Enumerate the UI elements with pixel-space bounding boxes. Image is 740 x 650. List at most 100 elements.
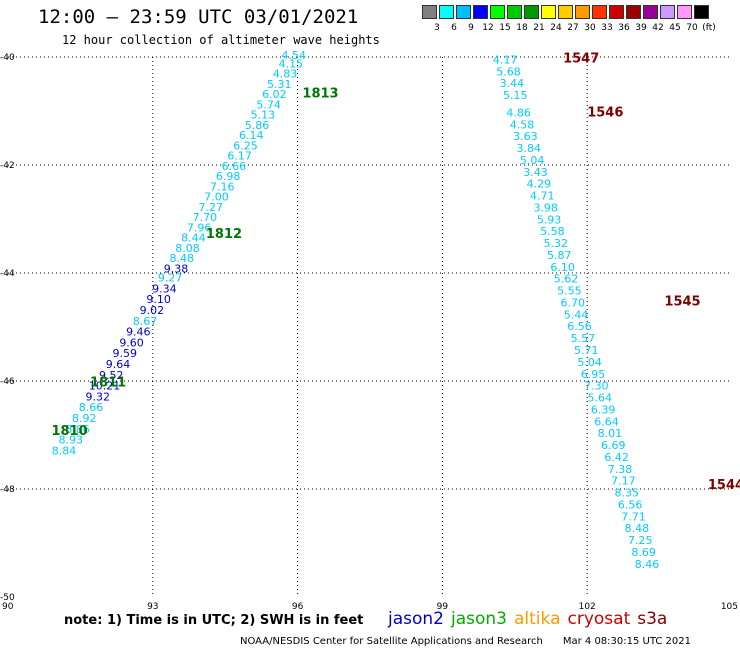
- wave-height-value: 4.83: [273, 68, 298, 81]
- wave-height-value: 5.86: [245, 119, 270, 132]
- wave-height-value: 8.44: [181, 232, 206, 245]
- wave-height-value: 7.38: [608, 463, 633, 476]
- wave-height-value: 8.93: [58, 434, 83, 447]
- color-swatch: [473, 5, 488, 19]
- color-swatch: [643, 5, 658, 19]
- legend-cryosat: cryosat: [567, 609, 631, 629]
- wave-height-value: 5.57: [571, 332, 596, 345]
- legend-jason2: jason2: [388, 609, 444, 629]
- wave-height-value: 8.01: [598, 427, 623, 440]
- wave-height-value: 3.63: [513, 130, 538, 143]
- color-swatch-label: 42: [652, 23, 664, 33]
- color-swatch: [422, 5, 437, 19]
- wave-height-value: 8.86: [65, 423, 90, 436]
- lon-tick-label: 93: [147, 602, 158, 610]
- wave-height-value: 7.25: [628, 534, 653, 547]
- color-swatch: [507, 5, 522, 19]
- wave-height-value: 5.74: [256, 98, 281, 111]
- pass-number-label: 1547: [563, 51, 599, 66]
- wave-height-value: 9.64: [106, 358, 131, 371]
- lat-tick-label: -50: [0, 593, 15, 603]
- pass-number-label: 1812: [206, 227, 242, 242]
- legend-altika: altika: [514, 609, 561, 629]
- wave-height-value: 4.58: [510, 118, 535, 131]
- lon-tick-label: 102: [579, 602, 596, 610]
- lon-tick-label: 105: [721, 602, 738, 610]
- wave-height-value: 6.42: [604, 451, 629, 464]
- wave-height-value: 4.54: [281, 49, 306, 62]
- wave-height-value: 8.48: [625, 522, 650, 535]
- wave-height-value: 9.27: [158, 272, 183, 285]
- wave-height-value: 6.02: [262, 88, 287, 101]
- wave-height-value: 9.34: [152, 282, 177, 295]
- legend-s3a: s3a: [637, 609, 668, 629]
- wave-height-value: 5.31: [267, 78, 292, 91]
- wave-height-value: 9.60: [119, 336, 144, 349]
- color-swatch: [660, 5, 675, 19]
- color-swatch: [575, 5, 590, 19]
- wave-height-value: 5.13: [251, 109, 276, 122]
- lat-tick-label: -44: [0, 269, 15, 279]
- altimeter-map: 90 93 96 99 102 105 -40 -42 -44 -46 -48 -50 4.544.15…: [0, 49, 740, 610]
- wave-height-value: 7.16: [210, 180, 235, 193]
- wave-height-value: 5.71: [574, 344, 599, 357]
- wave-height-value: 5.04: [577, 356, 602, 369]
- color-swatch: [490, 5, 505, 19]
- pass-number-label: 1811: [90, 375, 126, 390]
- color-swatch-label: 33: [601, 23, 613, 33]
- wave-height-value: 6.69: [601, 439, 626, 452]
- color-swatch: [558, 5, 573, 19]
- wave-height-value: 5.15: [503, 89, 528, 102]
- wave-height-value: 5.04: [520, 154, 545, 167]
- wave-height-value: 8.35: [615, 487, 640, 500]
- wave-height-value: 5.87: [547, 249, 572, 262]
- wave-height-value: 4.29: [527, 178, 552, 191]
- wave-height-value: 9.46: [126, 326, 151, 339]
- wave-height-value: 6.17: [227, 150, 252, 163]
- wave-height-value: 4.86: [506, 106, 531, 119]
- wave-height-value: 5.62: [554, 273, 579, 286]
- color-swatch: [439, 5, 454, 19]
- lat-tick-label: -40: [0, 53, 15, 63]
- lat-tick-label: -42: [0, 161, 15, 171]
- color-swatch: [456, 5, 471, 19]
- note-text: note: 1) Time is in UTC; 2) SWH is in fe…: [64, 613, 364, 628]
- wave-height-value: 5.58: [540, 225, 565, 238]
- lat-tick-label: -46: [0, 377, 15, 387]
- color-scale-unit: (ft): [702, 23, 716, 33]
- wave-height-value: 9.02: [140, 304, 165, 317]
- wave-height-value: 6.10: [550, 261, 575, 274]
- color-swatch: [694, 5, 709, 19]
- color-swatch: [541, 5, 556, 19]
- wave-height-value: 7.30: [584, 380, 609, 393]
- lat-tick-label: -48: [0, 485, 15, 495]
- wave-height-value: 4.15: [279, 57, 304, 70]
- footer-credit: NOAA/NESDIS Center for Satellite Applica…: [240, 636, 543, 647]
- color-swatch: [592, 5, 607, 19]
- wave-height-value: 8.48: [170, 252, 195, 265]
- wave-height-value: 5.93: [537, 213, 562, 226]
- wave-height-value: 6.39: [591, 403, 616, 416]
- pass-number-label: 1546: [587, 105, 623, 120]
- map-title: 12:00 – 23:59 UTC 03/01/2021: [38, 6, 359, 28]
- wave-height-value: 3.44: [500, 77, 525, 90]
- wave-height-value: 9.59: [113, 347, 138, 360]
- color-swatch-label: 30: [584, 23, 596, 33]
- pass-number-label: 1810: [51, 424, 87, 439]
- wave-height-value: 3.98: [533, 201, 558, 214]
- wave-height-value: 8.69: [631, 546, 656, 559]
- lon-tick-label: 99: [437, 602, 449, 610]
- wave-height-value: 7.17: [611, 475, 636, 488]
- mission-legend: jason2 jason3 altika cryosat s3a: [388, 609, 674, 629]
- color-swatch-label: 27: [567, 23, 579, 33]
- color-swatch-label: 6: [451, 23, 457, 33]
- wave-height-value: 6.25: [233, 139, 258, 152]
- wave-height-value: 9.32: [86, 390, 111, 403]
- color-swatch: [524, 5, 539, 19]
- wave-height-value: 7.27: [198, 201, 223, 214]
- wave-height-value: 6.56: [618, 498, 643, 511]
- color-swatch: [677, 5, 692, 19]
- wave-height-value: 8.92: [72, 412, 97, 425]
- pass-number-label: 1813: [302, 87, 338, 102]
- color-swatch: [626, 5, 641, 19]
